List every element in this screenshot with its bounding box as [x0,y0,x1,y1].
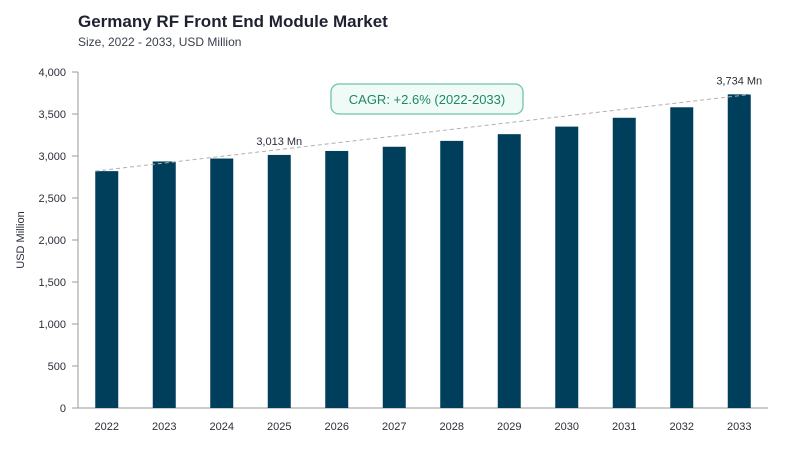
data-label-2025: 3,013 Mn [256,136,302,148]
x-tick-label: 2027 [382,421,406,433]
data-label-2033: 3,734 Mn [716,75,762,87]
x-tick-label: 2024 [210,421,234,433]
bar-2032 [670,107,694,408]
y-tick-label: 500 [48,361,66,373]
x-tick-label: 2032 [670,421,694,433]
y-tick-label: 4,000 [38,67,66,79]
x-tick-label: 2031 [612,421,636,433]
cagr-box [330,83,524,115]
bar-2024 [210,158,234,408]
x-tick-label: 2023 [152,421,176,433]
bar-2028 [440,140,464,408]
x-axis: 2022 2023 2024 2025 2026 2027 2028 2029 2030 2031… [78,407,768,433]
y-tick-label: 2,000 [38,235,66,247]
y-axis-label: USD Million [15,211,27,268]
bar-2022 [95,171,119,408]
x-tick-label: 2030 [555,421,579,433]
y-tick-label: 3,500 [38,109,66,121]
bar-2027 [382,146,406,408]
x-tick-label: 2022 [95,421,119,433]
x-tick-label: 2033 [727,421,751,433]
bar-2025 [267,154,291,408]
bar-2029 [497,134,521,408]
bar-2026 [325,150,349,408]
bar-2030 [555,126,579,408]
cagr-trend-line [95,93,751,172]
x-tick-label: 2029 [497,421,521,433]
y-tick-label: 1,000 [38,319,66,331]
y-tick-label: 1,500 [38,277,66,289]
bar-2023 [152,161,176,408]
chart-subtitle: Size, 2022 - 2033, USD Million [78,35,242,49]
x-tick-label: 2028 [440,421,464,433]
x-tick-label: 2026 [325,421,349,433]
y-tick-label: 3,000 [38,151,66,163]
bars [95,94,751,409]
chart-title: Germany RF Front End Module Market [78,12,388,31]
data-labels: 3,013 Mn 3,734 Mn [256,75,762,148]
bar-2031 [612,117,636,408]
cagr-text: CAGR: +2.6% (2022-2033) [349,92,505,107]
y-tick-label: 0 [60,403,66,415]
cagr-annotation: CAGR: +2.6% (2022-2033) [330,83,524,115]
y-axis: 0 500 1,000 1,500 2,000 2,500 3,000 3,500 4,000 [38,67,79,415]
x-tick-label: 2025 [267,421,291,433]
y-tick-label: 2,500 [38,193,66,205]
bar-2033 [727,94,751,409]
